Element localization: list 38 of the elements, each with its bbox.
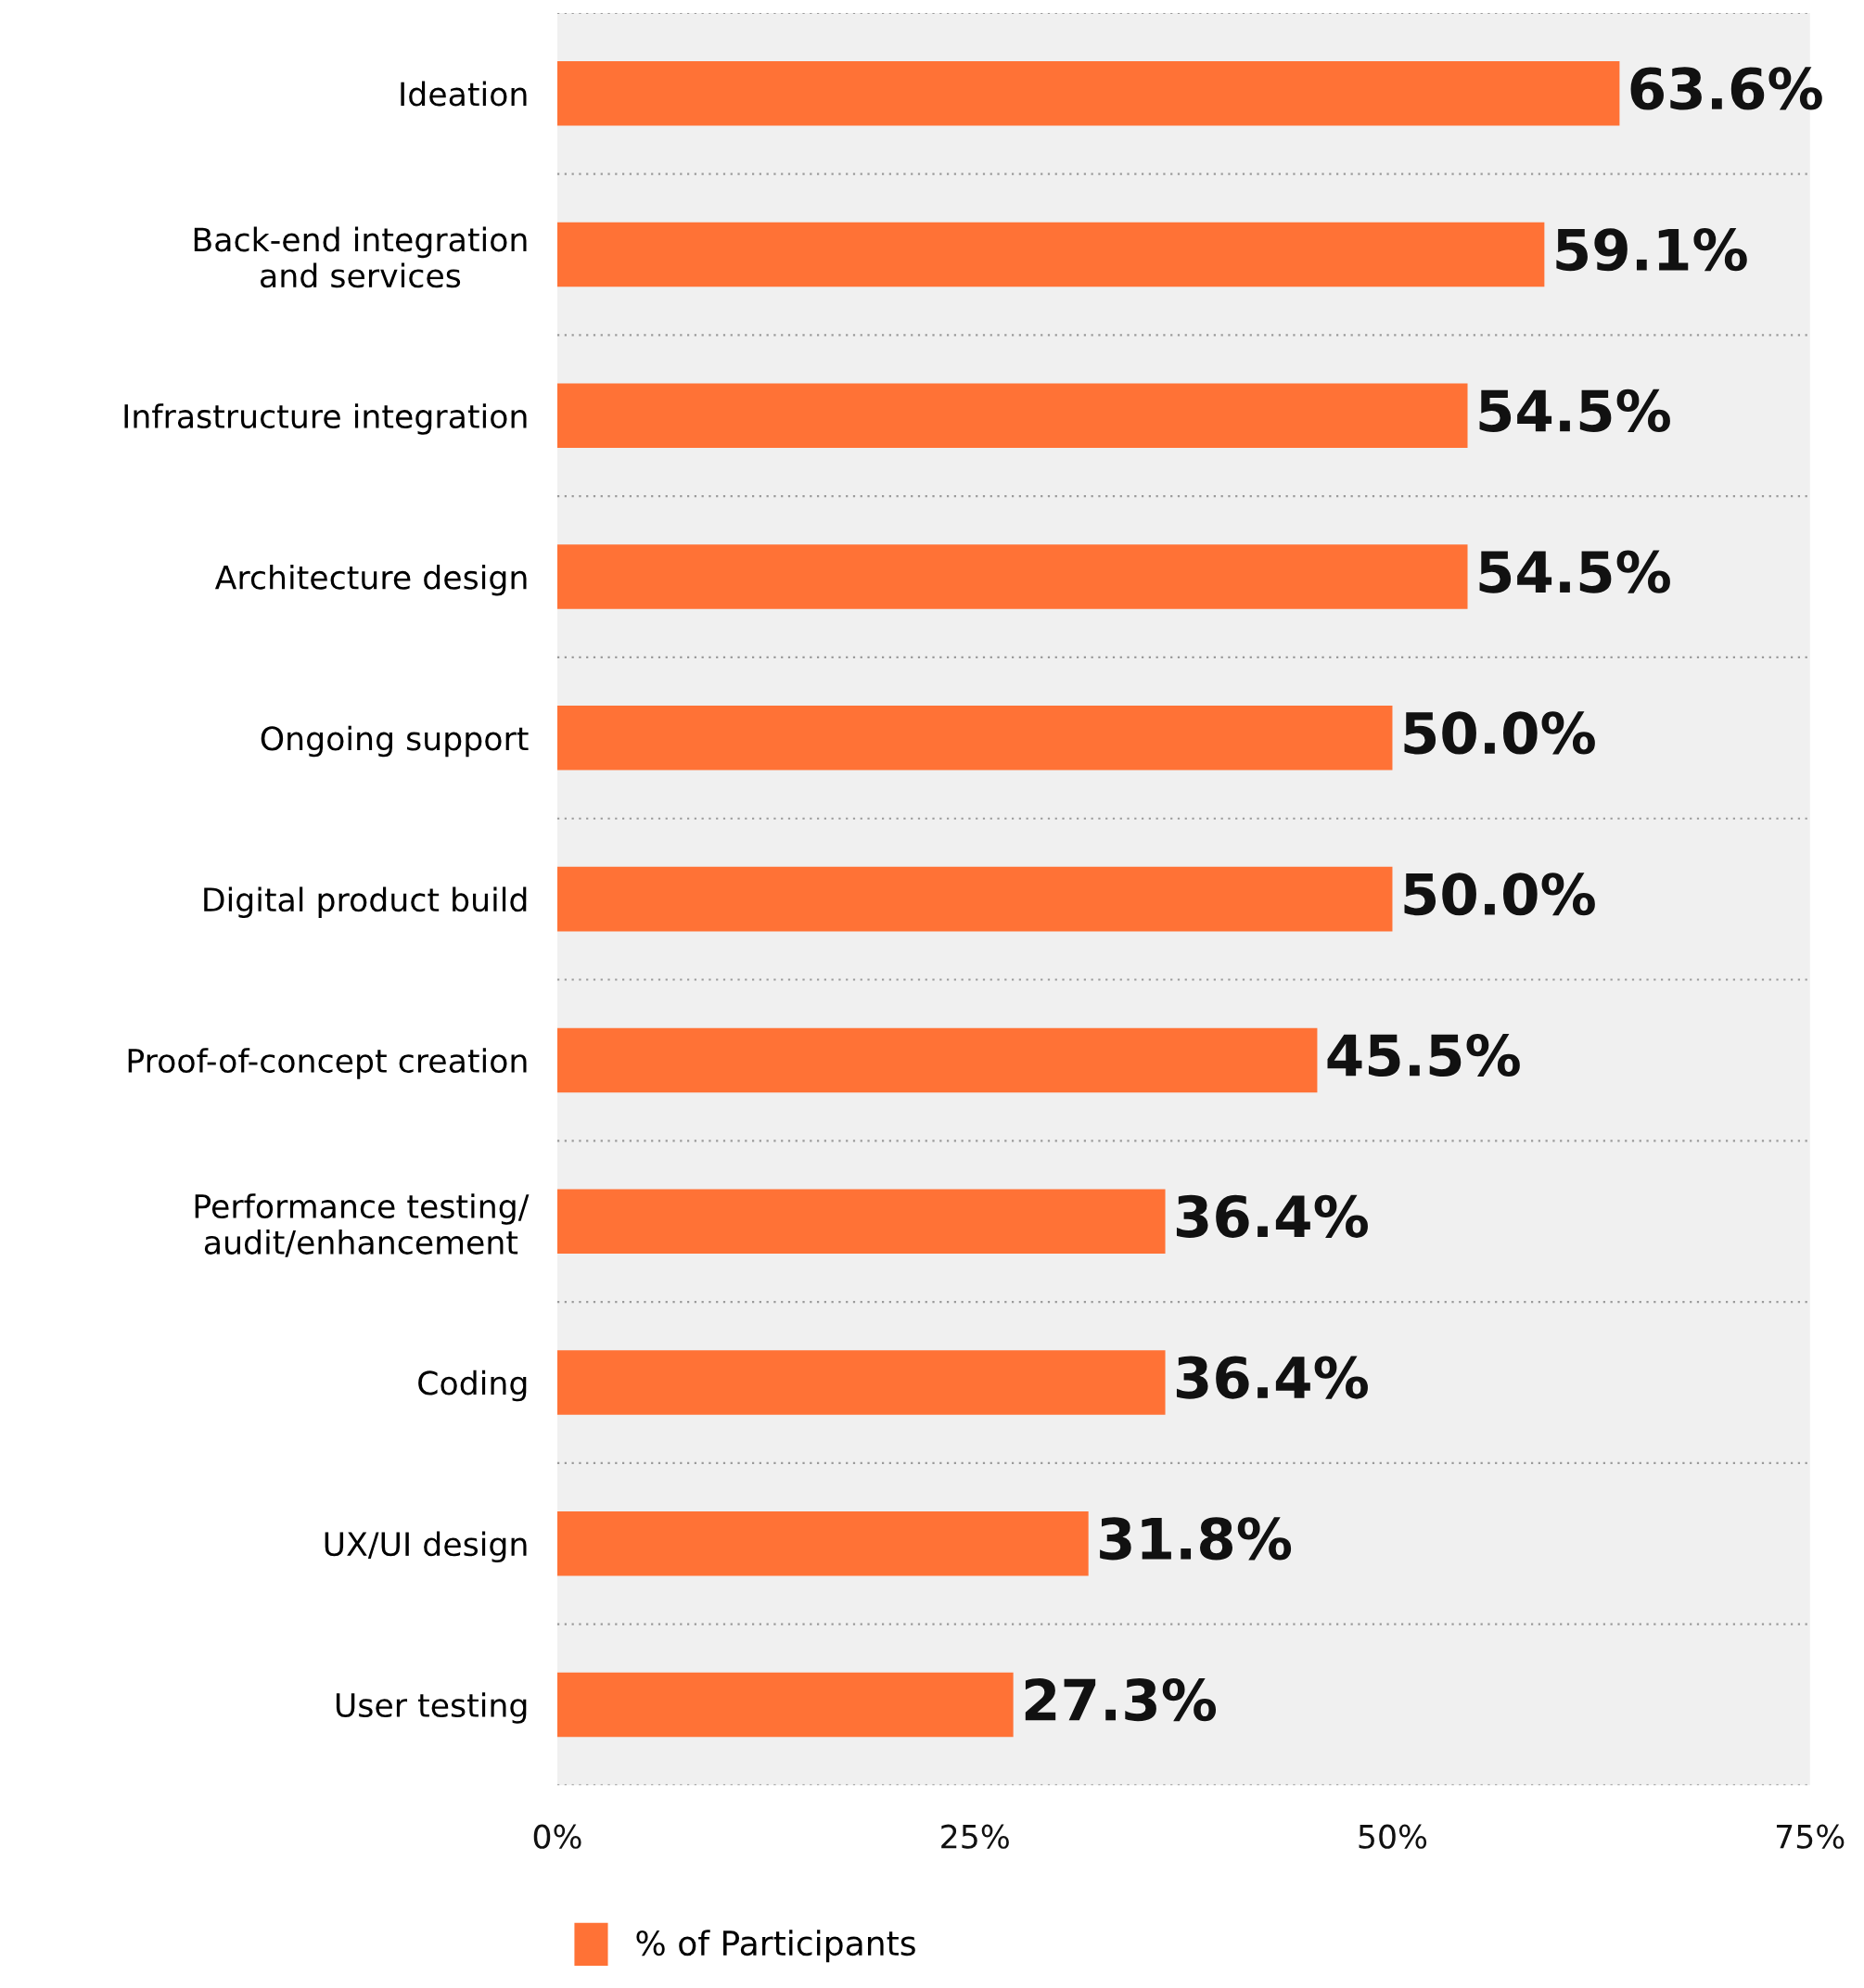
y-tick-label: Ideation [401,81,527,107]
bar [556,61,1620,126]
bar [556,222,1545,287]
bar [556,1027,1318,1093]
y-tick-label: Proof-of-concept creation [128,1048,527,1079]
data-label: 36.4% [1176,1356,1368,1399]
x-tick-label: 75% [1776,1824,1845,1849]
bar [556,1672,1014,1738]
data-label: 50.0% [1404,711,1595,755]
data-label: 27.3% [1025,1677,1217,1722]
bar [556,1350,1166,1415]
y-tick-label: UX/UI design [325,1531,527,1563]
bar [556,383,1468,449]
y-tick-label: Ongoing support [261,725,529,758]
x-tick-label: 25% [941,1824,1009,1849]
y-tick-label: Coding [418,1370,527,1402]
x-tick-label: 0% [533,1824,581,1849]
data-label: 54.5% [1479,389,1670,433]
data-label: 45.5% [1327,1033,1520,1077]
y-tick-label: User testing [336,1692,527,1724]
x-tick-label: 50% [1359,1824,1427,1849]
bar [556,1189,1166,1254]
data-label: 50.0% [1404,873,1595,916]
bar [556,866,1393,932]
data-label: 54.5% [1479,550,1670,593]
data-label: 31.8% [1100,1517,1292,1561]
data-label: 63.6% [1630,67,1822,110]
legend-label: % of Participants [636,1930,915,1963]
y-tick-label: Performance testing/ audit/enhancement [195,1193,530,1257]
y-tick-label: Back-end integration and services [194,226,527,288]
y-tick-label: Digital product build [204,886,527,919]
bar [556,544,1468,609]
y-tick-label: Architecture design [214,564,527,596]
data-label: 36.4% [1176,1194,1368,1238]
bar [556,706,1393,771]
data-label: 59.1% [1556,228,1747,272]
bar [556,1510,1089,1576]
y-tick-label: Infrastructure integration [124,403,527,435]
